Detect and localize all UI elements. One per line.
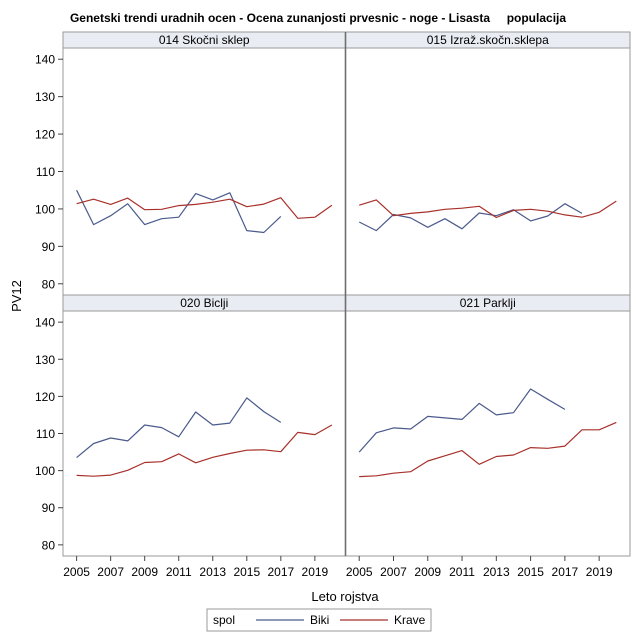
y-tick-label: 120 <box>35 128 55 142</box>
y-axis: 80 90 100 110 120 130 140 80 90 100 110 120 130 140 <box>35 53 63 552</box>
y-tick-label: 130 <box>35 353 55 367</box>
y-tick-label: 110 <box>36 165 55 179</box>
panel: 021 Parklji <box>345 294 631 557</box>
legend-label-biki: Biki <box>310 613 329 627</box>
y-tick-label: 140 <box>35 316 55 330</box>
x-tick-label: 2017 <box>552 565 579 579</box>
panel-box <box>345 47 631 296</box>
x-tick-label: 2019 <box>586 565 613 579</box>
legend: spol Biki Krave <box>206 608 432 632</box>
x-tick-label: 2013 <box>199 565 226 579</box>
legend-label-krave: Krave <box>394 613 426 627</box>
series-line-biki <box>358 388 566 453</box>
panel-title: 014 Skočni sklep <box>159 33 250 47</box>
legend-box <box>206 608 432 632</box>
chart-title: Genetski trendi uradnih ocen - Ocena zun… <box>70 11 566 25</box>
x-tick-label: 2015 <box>517 565 544 579</box>
series-line-krave <box>359 421 617 478</box>
x-tick-label: 2009 <box>131 565 158 579</box>
series-line-krave <box>359 199 617 219</box>
y-tick-label: 140 <box>35 53 55 67</box>
series-line-krave <box>76 424 333 477</box>
y-tick-label: 90 <box>42 501 56 515</box>
x-tick-label: 2005 <box>346 565 373 579</box>
y-tick-label: 90 <box>42 240 56 254</box>
panel: 015 Izraž.skočn.sklepa <box>345 31 631 296</box>
y-tick-label: 100 <box>35 202 55 216</box>
x-tick-label: 2019 <box>302 565 329 579</box>
panels: 014 Skočni sklep 015 Izraž.skočn.sklepa 02… <box>62 31 631 557</box>
panel-title: 020 Biclji <box>180 296 228 310</box>
x-tick-label: 2015 <box>233 565 260 579</box>
x-tick-label: 2011 <box>166 565 192 579</box>
x-axis-label: Leto rojstva <box>311 589 379 604</box>
panel: 014 Skočni sklep <box>62 31 346 296</box>
y-tick-label: 80 <box>42 538 56 552</box>
x-tick-label: 2009 <box>414 565 441 579</box>
y-axis-label: PV12 <box>9 280 24 312</box>
panel-title: 015 Izraž.skočn.sklepa <box>427 33 549 47</box>
plot-frame <box>62 31 631 557</box>
panel: 020 Biclji <box>62 294 346 557</box>
y-tick-label: 130 <box>35 90 55 104</box>
x-axis: 2005 2007 2009 2011 2013 2015 2017 2019 2005 2007… <box>63 556 613 579</box>
y-tick-label: 120 <box>35 390 55 404</box>
panel-box <box>62 47 346 296</box>
legend-title: spol <box>213 613 235 627</box>
x-tick-label: 2017 <box>267 565 294 579</box>
y-tick-label: 80 <box>42 277 56 291</box>
series-line-biki <box>76 189 282 234</box>
series-line-krave <box>76 197 333 219</box>
y-tick-label: 110 <box>36 427 55 441</box>
x-tick-label: 2013 <box>483 565 510 579</box>
x-tick-label: 2007 <box>380 565 407 579</box>
panel-title: 021 Parklji <box>460 296 516 310</box>
series-line-biki <box>76 397 282 459</box>
y-tick-label: 100 <box>35 464 55 478</box>
x-tick-label: 2005 <box>63 565 90 579</box>
x-tick-label: 2007 <box>97 565 124 579</box>
x-tick-label: 2011 <box>449 565 475 579</box>
panel-box <box>345 310 631 557</box>
